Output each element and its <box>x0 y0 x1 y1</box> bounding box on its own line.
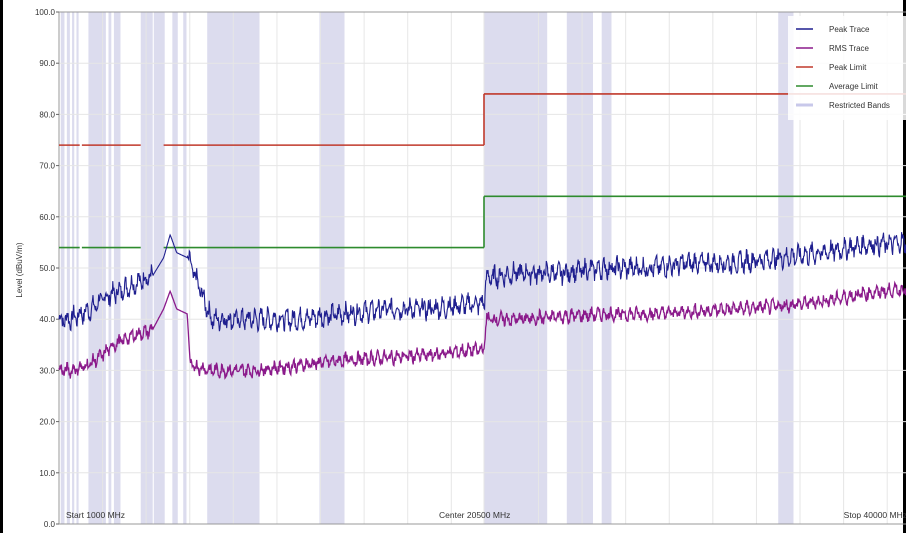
average-limit-path <box>59 195 906 249</box>
legend-label-0: Peak Trace <box>829 25 870 34</box>
legend-label-4: Restricted Bands <box>829 101 890 110</box>
legend-label-2: Peak Limit <box>829 63 867 72</box>
y-tick-label-5: 50.0 <box>39 264 55 273</box>
y-tick-label-0: 0.0 <box>44 520 56 529</box>
y-tick-label-8: 80.0 <box>39 110 55 119</box>
emission-chart: 0.0 10.0 20.0 30.0 40.0 50.0 60.0 70.0 80.0 90.0 1… <box>15 8 906 529</box>
y-tick-label-2: 20.0 <box>39 418 55 427</box>
y-tick-label-10: 100.0 <box>35 8 56 17</box>
average-limit-line <box>59 195 906 249</box>
center-frequency-label: Center 20500 MHz <box>439 510 510 520</box>
y-tick-label-3: 30.0 <box>39 366 55 375</box>
rms-trace-line <box>58 280 906 380</box>
y-tick-label-7: 70.0 <box>39 162 55 171</box>
y-tick-label-4: 40.0 <box>39 315 55 324</box>
peak-limit-line <box>59 93 906 146</box>
y-tick-label-1: 10.0 <box>39 469 55 478</box>
limit-lines-layer <box>59 93 906 249</box>
legend: Peak Trace RMS Trace Peak Limit Average Lim… <box>788 16 906 120</box>
peak-limit-path <box>59 93 906 146</box>
y-tick-labels: 0.0 10.0 20.0 30.0 40.0 50.0 60.0 70.0 80.0 90.0 1… <box>35 8 59 529</box>
start-frequency-label: Start 1000 MHz <box>66 510 125 520</box>
legend-label-3: Average Limit <box>829 82 879 91</box>
legend-label-1: RMS Trace <box>829 44 870 53</box>
y-tick-label-6: 60.0 <box>39 213 55 222</box>
legend-background <box>788 16 906 120</box>
y-tick-label-9: 90.0 <box>39 59 55 68</box>
traces-layer <box>58 232 906 380</box>
peak-trace-line <box>58 232 906 334</box>
y-axis-label: Level (dBuV/m) <box>15 242 24 297</box>
stop-frequency-label: Stop 40000 MHz <box>844 510 906 520</box>
